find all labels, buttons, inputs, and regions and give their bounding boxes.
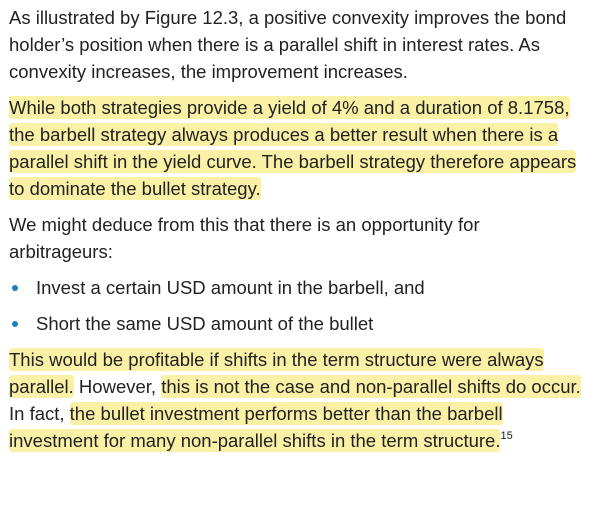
list-item: Short the same USD amount of the bullet [9,310,584,337]
list-item-text: Short the same USD amount of the bullet [36,313,374,334]
text-however: However, [73,376,162,397]
highlight-bullet-performs[interactable]: the bullet investment performs better th… [9,402,503,452]
bullet-list: Invest a certain USD amount in the barbe… [9,274,584,337]
paragraph-arbitrage: We might deduce from this that there is … [9,214,480,262]
highlight-strategies[interactable]: While both strategies provide a yield of… [9,96,577,200]
list-item: Invest a certain USD amount in the barbe… [9,274,584,301]
highlight-not-the-case[interactable]: this is not the case and non-parallel sh… [161,375,581,398]
list-item-text: Invest a certain USD amount in the barbe… [36,277,425,298]
paragraph-strategies: While both strategies provide a yield of… [9,94,584,202]
bullet-icon [12,285,18,291]
bullet-icon [12,321,18,327]
paragraph-convexity: As illustrated by Figure 12.3, a positiv… [9,7,567,82]
paragraph-profitability: This would be profitable if shifts in th… [9,346,584,454]
document-page: As illustrated by Figure 12.3, a positiv… [9,4,584,463]
footnote-marker[interactable]: 15 [500,430,513,442]
text-in-fact: In fact, [9,403,70,424]
